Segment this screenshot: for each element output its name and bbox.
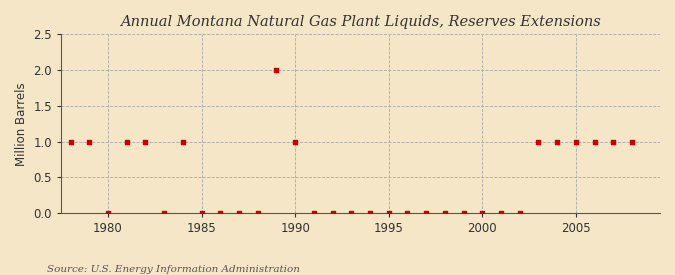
Point [65, 139, 76, 144]
Point [626, 139, 637, 144]
Point [140, 139, 151, 144]
Point [458, 211, 469, 215]
Point [495, 211, 506, 215]
Title: Annual Montana Natural Gas Plant Liquids, Reserves Extensions: Annual Montana Natural Gas Plant Liquids… [120, 15, 601, 29]
Point [84, 139, 95, 144]
Text: Source: U.S. Energy Information Administration: Source: U.S. Energy Information Administ… [47, 265, 300, 274]
Point [439, 211, 450, 215]
Point [551, 139, 562, 144]
Point [122, 139, 132, 144]
Point [327, 211, 338, 215]
Point [252, 211, 263, 215]
Point [234, 211, 244, 215]
Point [308, 211, 319, 215]
Point [196, 211, 207, 215]
Point [271, 68, 281, 72]
Y-axis label: Million Barrels: Million Barrels [15, 82, 28, 166]
Point [608, 139, 618, 144]
Point [346, 211, 356, 215]
Point [178, 139, 188, 144]
Point [402, 211, 413, 215]
Point [589, 139, 600, 144]
Point [570, 139, 581, 144]
Point [514, 211, 525, 215]
Point [477, 211, 487, 215]
Point [103, 211, 113, 215]
Point [533, 139, 544, 144]
Point [421, 211, 431, 215]
Point [159, 211, 169, 215]
Point [383, 211, 394, 215]
Point [290, 139, 300, 144]
Point [364, 211, 375, 215]
Point [215, 211, 225, 215]
